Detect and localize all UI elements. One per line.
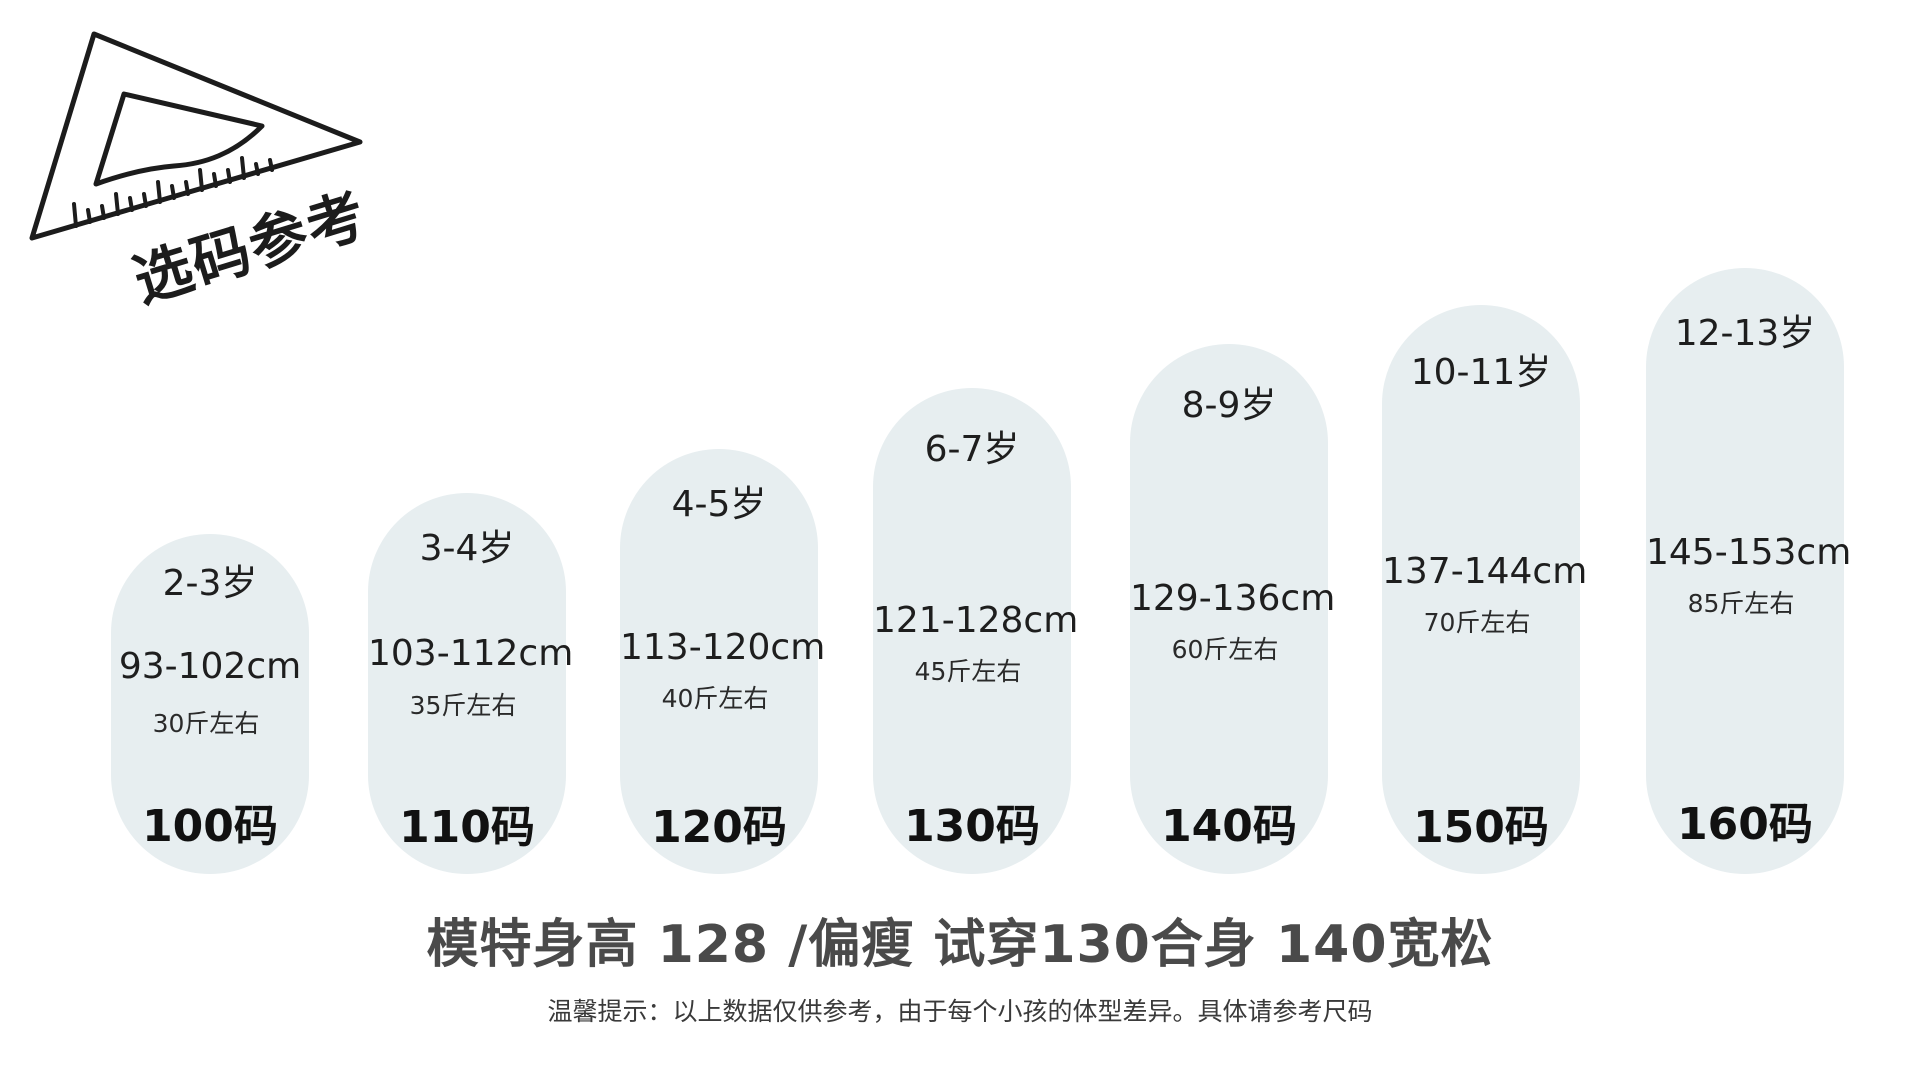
card-weight: 85斤左右 <box>1687 589 1795 618</box>
size-card: 4-5岁 113-120cm 40斤左右 120码 <box>620 449 826 874</box>
card-age: 3-4岁 <box>419 528 515 569</box>
card-size: 160码 <box>1677 799 1813 850</box>
size-card: 2-3岁 93-102cm 30斤左右 100码 <box>111 534 309 874</box>
card-age: 6-7岁 <box>924 429 1020 470</box>
card-weight: 35斤左右 <box>409 691 517 720</box>
card-weight: 45斤左右 <box>914 657 1022 686</box>
card-height: 129-136cm <box>1130 578 1336 619</box>
card-size: 130码 <box>904 801 1040 852</box>
card-height: 113-120cm <box>620 627 826 668</box>
card-height: 137-144cm <box>1382 551 1588 592</box>
card-size: 110码 <box>399 802 535 853</box>
card-weight: 60斤左右 <box>1171 635 1279 664</box>
card-height: 121-128cm <box>873 600 1079 641</box>
model-note: 模特身高 128 /偏瘦 试穿130合身 140宽松 <box>426 915 1494 975</box>
card-age: 4-5岁 <box>671 484 767 525</box>
card-weight: 30斤左右 <box>152 709 260 738</box>
card-age: 12-13岁 <box>1674 313 1816 354</box>
card-weight: 40斤左右 <box>661 684 769 713</box>
size-card: 8-9岁 129-136cm 60斤左右 140码 <box>1130 344 1336 874</box>
card-height: 145-153cm <box>1646 532 1852 573</box>
size-card: 6-7岁 121-128cm 45斤左右 130码 <box>873 388 1079 874</box>
card-height: 93-102cm <box>118 646 302 687</box>
card-height: 103-112cm <box>368 633 574 674</box>
card-age: 10-11岁 <box>1410 352 1552 393</box>
card-size: 120码 <box>651 802 787 853</box>
card-size: 150码 <box>1413 802 1549 853</box>
card-weight: 70斤左右 <box>1423 608 1531 637</box>
ruler-triangle-icon <box>29 31 363 241</box>
size-card: 10-11岁 137-144cm 70斤左右 150码 <box>1382 305 1588 874</box>
card-age: 8-9岁 <box>1181 385 1277 426</box>
size-card: 12-13岁 145-153cm 85斤左右 160码 <box>1646 268 1852 874</box>
card-size: 100码 <box>142 801 278 852</box>
tip-text: 温馨提示：以上数据仅供参考，由于每个小孩的体型差异。具体请参考尺码 <box>547 997 1373 1026</box>
card-age: 2-3岁 <box>162 563 258 604</box>
size-card: 3-4岁 103-112cm 35斤左右 110码 <box>368 493 574 874</box>
card-size: 140码 <box>1161 801 1297 852</box>
logo: 选码参考 <box>24 24 384 324</box>
